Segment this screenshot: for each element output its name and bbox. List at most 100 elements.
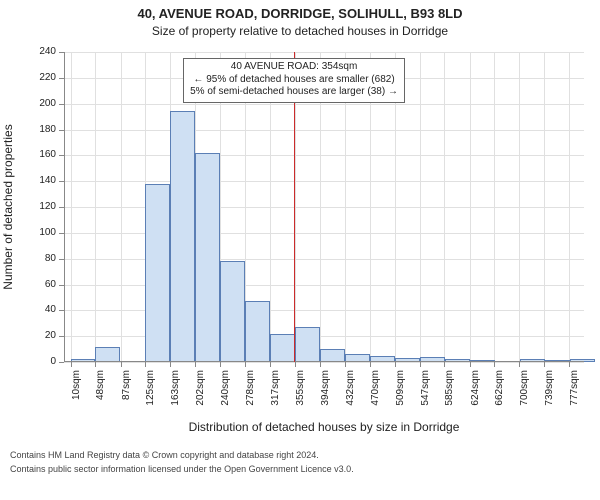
x-tick-label: 278sqm: [245, 370, 256, 406]
x-tick-mark: [345, 362, 346, 367]
x-tick-mark: [395, 362, 396, 367]
grid-line-h: [64, 362, 584, 363]
x-tick-label: 125sqm: [145, 370, 156, 406]
x-tick-mark: [245, 362, 246, 367]
histogram-bar: [95, 347, 120, 363]
x-tick-label: 624sqm: [470, 370, 481, 406]
y-tick-label: 140: [39, 175, 56, 186]
x-tick-mark: [420, 362, 421, 367]
histogram-bar: [220, 261, 245, 362]
x-tick-mark: [295, 362, 296, 367]
y-tick-label: 20: [45, 330, 56, 341]
grid-line-h: [64, 130, 584, 131]
grid-line-v: [470, 52, 471, 362]
x-tick-label: 317sqm: [270, 370, 281, 406]
y-tick-label: 200: [39, 98, 56, 109]
annotation-line: 5% of semi-detached houses are larger (3…: [190, 86, 398, 99]
x-tick-label: 394sqm: [320, 370, 331, 406]
grid-line-v: [95, 52, 96, 362]
x-tick-label: 662sqm: [494, 370, 505, 406]
grid-line-v: [544, 52, 545, 362]
grid-line-h: [64, 259, 584, 260]
x-tick-mark: [220, 362, 221, 367]
x-tick-mark: [470, 362, 471, 367]
grid-line-v: [71, 52, 72, 362]
x-tick-mark: [519, 362, 520, 367]
attribution-line2: Contains public sector information licen…: [10, 464, 590, 474]
grid-line-v: [444, 52, 445, 362]
x-tick-mark: [444, 362, 445, 367]
x-tick-label: 509sqm: [395, 370, 406, 406]
attribution-line1: Contains HM Land Registry data © Crown c…: [10, 450, 590, 460]
y-tick-label: 60: [45, 279, 56, 290]
x-axis-label: Distribution of detached houses by size …: [64, 420, 584, 434]
grid-line-h: [64, 104, 584, 105]
x-tick-label: 87sqm: [121, 370, 132, 400]
x-tick-label: 355sqm: [295, 370, 306, 406]
y-tick-label: 40: [45, 304, 56, 315]
x-tick-mark: [170, 362, 171, 367]
y-tick-mark: [59, 362, 64, 363]
x-tick-label: 432sqm: [345, 370, 356, 406]
plot-area: 02040608010012014016018020022024010sqm48…: [64, 52, 584, 362]
histogram-bar: [295, 327, 320, 362]
y-tick-label: 220: [39, 72, 56, 83]
x-tick-label: 700sqm: [519, 370, 530, 406]
grid-line-h: [64, 207, 584, 208]
x-tick-mark: [145, 362, 146, 367]
chart-container: 40, AVENUE ROAD, DORRIDGE, SOLIHULL, B93…: [0, 0, 600, 500]
histogram-bar: [170, 111, 195, 362]
x-tick-mark: [95, 362, 96, 367]
grid-line-h: [64, 285, 584, 286]
x-tick-label: 10sqm: [71, 370, 82, 400]
y-axis-line: [64, 52, 65, 362]
chart-title-line2: Size of property relative to detached ho…: [0, 24, 600, 38]
x-tick-label: 163sqm: [170, 370, 181, 406]
x-axis-line: [64, 361, 584, 362]
grid-line-h: [64, 52, 584, 53]
x-tick-mark: [544, 362, 545, 367]
histogram-bar: [195, 153, 220, 362]
grid-line-h: [64, 336, 584, 337]
grid-line-h: [64, 181, 584, 182]
x-tick-label: 547sqm: [420, 370, 431, 406]
x-tick-label: 470sqm: [370, 370, 381, 406]
grid-line-h: [64, 310, 584, 311]
y-tick-label: 0: [50, 356, 56, 367]
x-tick-mark: [320, 362, 321, 367]
histogram-bar: [270, 334, 295, 362]
grid-line-h: [64, 233, 584, 234]
x-tick-mark: [71, 362, 72, 367]
x-tick-mark: [195, 362, 196, 367]
x-tick-label: 48sqm: [95, 370, 106, 400]
y-tick-label: 80: [45, 253, 56, 264]
grid-line-v: [569, 52, 570, 362]
x-tick-mark: [569, 362, 570, 367]
annotation-line: ← 95% of detached houses are smaller (68…: [190, 74, 398, 87]
x-tick-mark: [370, 362, 371, 367]
y-tick-label: 100: [39, 227, 56, 238]
x-tick-label: 739sqm: [544, 370, 555, 406]
x-tick-label: 585sqm: [444, 370, 455, 406]
x-tick-mark: [494, 362, 495, 367]
y-axis-label: Number of detached properties: [1, 124, 15, 289]
y-tick-label: 180: [39, 124, 56, 135]
x-tick-label: 777sqm: [569, 370, 580, 406]
grid-line-v: [519, 52, 520, 362]
chart-title-line1: 40, AVENUE ROAD, DORRIDGE, SOLIHULL, B93…: [0, 6, 600, 21]
histogram-bar: [245, 301, 270, 362]
y-tick-label: 240: [39, 46, 56, 57]
histogram-bar: [145, 184, 170, 362]
x-tick-mark: [270, 362, 271, 367]
annotation-box: 40 AVENUE ROAD: 354sqm← 95% of detached …: [183, 58, 405, 103]
grid-line-h: [64, 155, 584, 156]
x-tick-label: 240sqm: [220, 370, 231, 406]
grid-line-v: [494, 52, 495, 362]
y-tick-label: 120: [39, 201, 56, 212]
grid-line-v: [420, 52, 421, 362]
x-tick-mark: [121, 362, 122, 367]
annotation-line: 40 AVENUE ROAD: 354sqm: [190, 61, 398, 74]
x-tick-label: 202sqm: [195, 370, 206, 406]
y-tick-label: 160: [39, 149, 56, 160]
grid-line-v: [121, 52, 122, 362]
